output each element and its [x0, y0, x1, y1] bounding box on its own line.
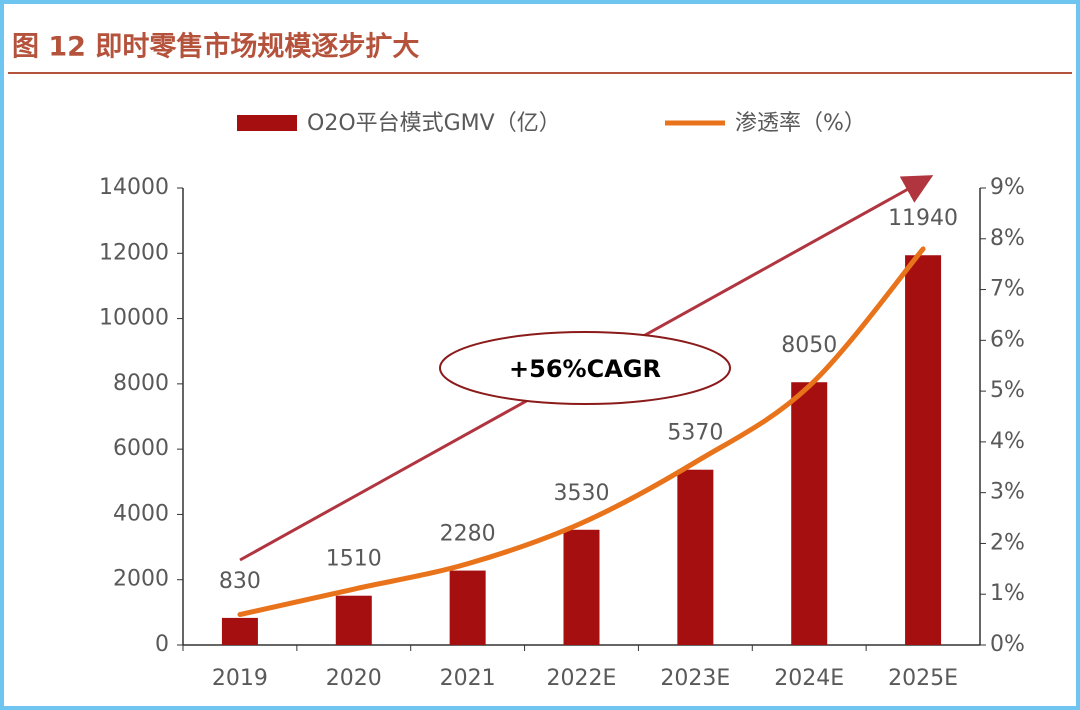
y-tick-label: 14000 [99, 175, 169, 200]
y-tick-label: 10000 [99, 306, 169, 331]
y2-tick-label: 0% [990, 632, 1025, 657]
data-label: 1510 [326, 547, 382, 572]
x-tick-label: 2024E [774, 666, 844, 691]
x-tick-label: 2022E [547, 666, 617, 691]
bar [335, 595, 372, 645]
bar [221, 617, 258, 645]
legend-swatch [237, 115, 297, 131]
legend-label: 渗透率（%） [735, 111, 866, 136]
bar [677, 469, 714, 645]
data-label: 5370 [667, 421, 723, 446]
chart-title: 图 12 即时零售市场规模逐步扩大 [12, 31, 419, 63]
x-tick-label: 2019 [212, 666, 268, 691]
data-label: 3530 [554, 481, 610, 506]
y2-tick-label: 3% [990, 480, 1025, 505]
y2-tick-label: 1% [990, 581, 1025, 606]
y2-tick-label: 4% [990, 429, 1025, 454]
x-tick-label: 2023E [660, 666, 730, 691]
y-tick-label: 0 [155, 632, 169, 657]
legend-label: O2O平台模式GMV（亿） [307, 111, 561, 136]
y-tick-label: 6000 [113, 436, 169, 461]
y2-tick-label: 6% [990, 327, 1025, 352]
bar [791, 382, 828, 645]
annotation-ellipse [439, 331, 731, 405]
x-tick-label: 2020 [326, 666, 382, 691]
bar [905, 255, 942, 645]
y-tick-label: 8000 [113, 371, 169, 396]
annotation: +56%CAGR [509, 355, 661, 383]
bar [449, 570, 486, 645]
y2-tick-label: 2% [990, 530, 1025, 555]
y-tick-label: 2000 [113, 567, 169, 592]
y-tick-label: 4000 [113, 501, 169, 526]
data-label: 11940 [888, 206, 958, 231]
data-label: 2280 [440, 522, 496, 547]
y2-tick-label: 8% [990, 226, 1025, 251]
x-tick-label: 2025E [888, 666, 958, 691]
data-label: 830 [219, 569, 261, 594]
y2-tick-label: 9% [990, 175, 1025, 200]
y2-tick-label: 5% [990, 378, 1025, 403]
y-tick-label: 12000 [99, 240, 169, 265]
y2-tick-label: 7% [990, 277, 1025, 302]
line [237, 246, 926, 618]
x-tick-label: 2021 [440, 666, 496, 691]
data-label: 8050 [781, 333, 837, 358]
bar [563, 529, 600, 645]
